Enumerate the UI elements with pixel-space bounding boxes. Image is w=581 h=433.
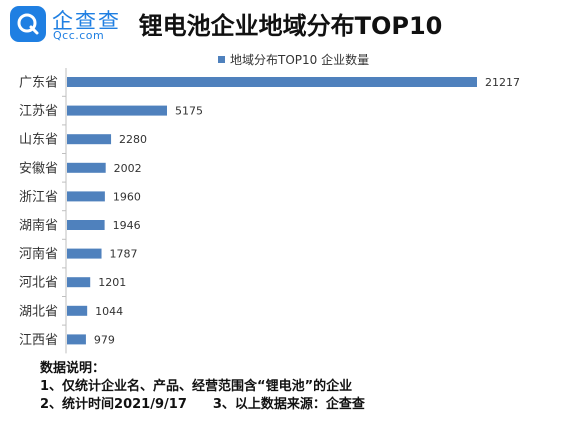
category-label: 河北省: [19, 276, 58, 291]
category-label: 广东省: [19, 76, 58, 91]
bar: [67, 277, 91, 288]
category-label: 江西省: [19, 333, 58, 348]
data-notes: 数据说明： 1、仅统计企业名、产品、经营范围含“锂电池”的企业 2、统计时间20…: [40, 360, 365, 414]
value-label: 1946: [113, 219, 141, 232]
category-label: 湖南省: [19, 218, 58, 234]
bar: [67, 134, 112, 145]
category-label: 山东省: [19, 133, 58, 148]
legend-swatch: [218, 56, 225, 63]
category-label: 浙江省: [19, 190, 58, 205]
logo-domain-text: Qcc.com: [53, 29, 105, 42]
notes-line-1: 1、仅统计企业名、产品、经营范围含“锂电池”的企业: [40, 379, 353, 394]
qcc-logo: 企查查 Qcc.com: [10, 4, 145, 44]
category-label: 江苏省: [19, 103, 58, 119]
chart-legend: 地域分布TOP10 企业数量: [218, 51, 369, 68]
value-label: 1044: [95, 305, 123, 318]
logo-brand-text: 企查查: [52, 9, 121, 33]
value-label: 2280: [119, 133, 147, 146]
value-label: 5175: [175, 105, 203, 118]
bar: [67, 334, 86, 345]
chart-title: 锂电池企业地域分布TOP10: [138, 12, 443, 40]
notes-line-2: 2、统计时间2021/9/17 3、以上数据来源：企查查: [40, 396, 365, 414]
notes-heading: 数据说明：: [40, 361, 106, 376]
category-label: 湖北省: [19, 304, 58, 319]
value-label: 2002: [114, 162, 142, 175]
value-label: 1960: [113, 190, 141, 203]
category-label: 安徽省: [19, 161, 58, 176]
bar: [67, 248, 102, 259]
category-label: 河南省: [19, 246, 58, 262]
value-label: 979: [94, 333, 115, 346]
bar: [67, 220, 105, 230]
bar: [67, 191, 105, 202]
legend-label: 地域分布TOP10 企业数量: [230, 53, 370, 67]
bar: [67, 305, 88, 316]
value-label: 1787: [110, 248, 138, 261]
qcc-q-icon: [10, 6, 46, 42]
bar: [67, 162, 106, 173]
notes-line-2-source: 3、以上数据来源：企查查: [212, 397, 365, 412]
bar: [67, 105, 168, 116]
bar: [67, 77, 477, 87]
notes-line-2-date: 2、统计时间2021/9/17: [40, 397, 187, 412]
value-label: 21217: [485, 76, 520, 89]
value-label: 1201: [98, 276, 126, 289]
